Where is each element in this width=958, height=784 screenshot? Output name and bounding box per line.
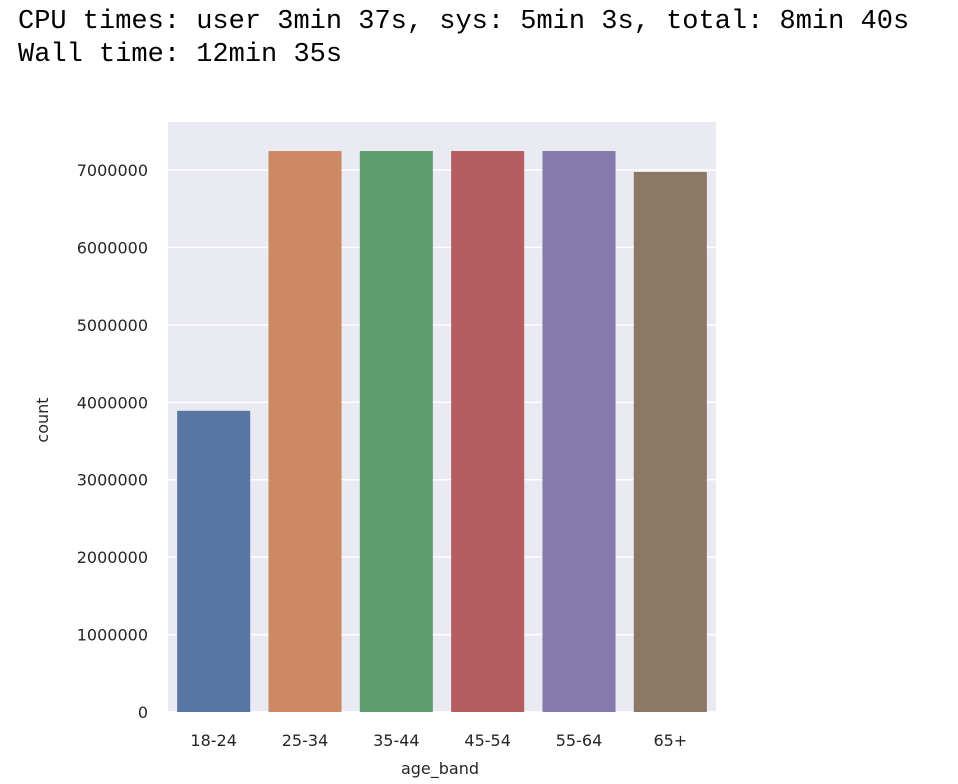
x-tick-label: 65+ xyxy=(653,731,687,750)
x-tick-label: 45-54 xyxy=(464,731,511,750)
bar xyxy=(268,151,342,713)
plot-area xyxy=(168,122,716,712)
bar xyxy=(451,151,525,713)
bar xyxy=(542,151,616,713)
y-tick-label: 5000000 xyxy=(77,316,148,335)
y-tick-label: 7000000 xyxy=(77,161,148,180)
bar xyxy=(359,151,433,713)
y-axis-label: count xyxy=(33,397,52,442)
output-line: CPU times: user 3min 37s, sys: 5min 3s, … xyxy=(18,7,909,37)
y-tick-label: 2000000 xyxy=(77,548,148,567)
y-tick-label: 3000000 xyxy=(77,471,148,490)
y-tick-label: 4000000 xyxy=(77,393,148,412)
bar xyxy=(177,410,251,712)
x-tick-label: 35-44 xyxy=(373,731,420,750)
y-tick-label: 6000000 xyxy=(77,238,148,257)
y-tick-label: 1000000 xyxy=(77,626,148,645)
bar xyxy=(633,171,707,713)
x-tick-label: 18-24 xyxy=(190,731,237,750)
x-axis-label: age_band xyxy=(401,759,479,779)
x-tick-label: 55-64 xyxy=(556,731,603,750)
y-tick-label: 0 xyxy=(138,703,148,722)
x-tick-label: 25-34 xyxy=(282,731,329,750)
output-line: Wall time: 12min 35s xyxy=(18,40,342,70)
